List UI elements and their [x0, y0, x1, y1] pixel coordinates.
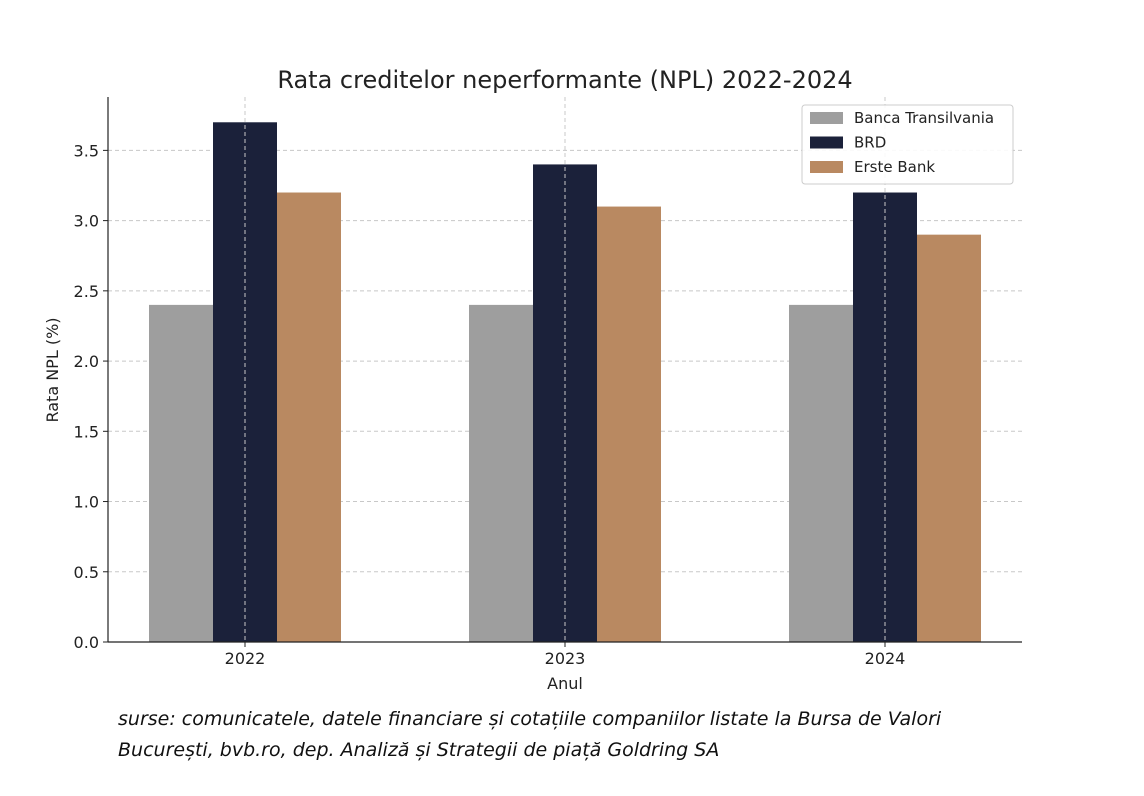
x-axis-label: Anul [547, 674, 583, 693]
bar [533, 164, 597, 643]
y-tick-label: 2.5 [74, 282, 99, 301]
bar [213, 122, 277, 642]
legend-label: Banca Transilvania [854, 109, 994, 127]
y-tick-label: 0.0 [74, 633, 99, 652]
bar [597, 206, 661, 642]
y-tick-label: 1.0 [74, 493, 99, 512]
bars [149, 97, 981, 643]
y-tick-labels: 0.0 0.5 1.0 1.5 2.0 2.5 3.0 3.5 [74, 141, 99, 652]
source-note: surse: comunicatele, datele financiare ș… [118, 708, 942, 761]
y-axis-label: Rata NPL (%) [43, 317, 62, 422]
legend-swatch [810, 112, 843, 124]
chart-title: Rata creditelor neperformante (NPL) 2022… [277, 66, 852, 94]
legend: Banca Transilvania BRD Erste Bank [801, 104, 1014, 185]
legend-box [801, 104, 1014, 185]
bar [277, 192, 341, 643]
y-tick-label: 1.5 [74, 422, 99, 441]
x-tick-labels: 2022 2023 2024 [225, 649, 906, 668]
x-tick-label: 2022 [225, 649, 266, 668]
bar-chart: Rata creditelor neperformante (NPL) 2022… [43, 66, 1022, 693]
bar [789, 304, 853, 642]
x-tick-label: 2024 [865, 649, 906, 668]
bar [149, 304, 213, 642]
legend-swatch [810, 161, 843, 173]
axes [103, 97, 1022, 647]
legend-label: BRD [854, 134, 886, 152]
y-tick-label: 2.0 [74, 352, 99, 371]
chart-container: Rata creditelor neperformante (NPL) 2022… [43, 66, 1022, 693]
y-tick-label: 0.5 [74, 563, 99, 582]
bar [917, 234, 981, 642]
legend-swatch [810, 136, 843, 149]
y-tick-label: 3.0 [74, 212, 99, 231]
y-tick-label: 3.5 [74, 141, 99, 160]
x-tick-label: 2023 [545, 649, 586, 668]
legend-label: Erste Bank [854, 158, 935, 176]
bar [469, 304, 533, 642]
